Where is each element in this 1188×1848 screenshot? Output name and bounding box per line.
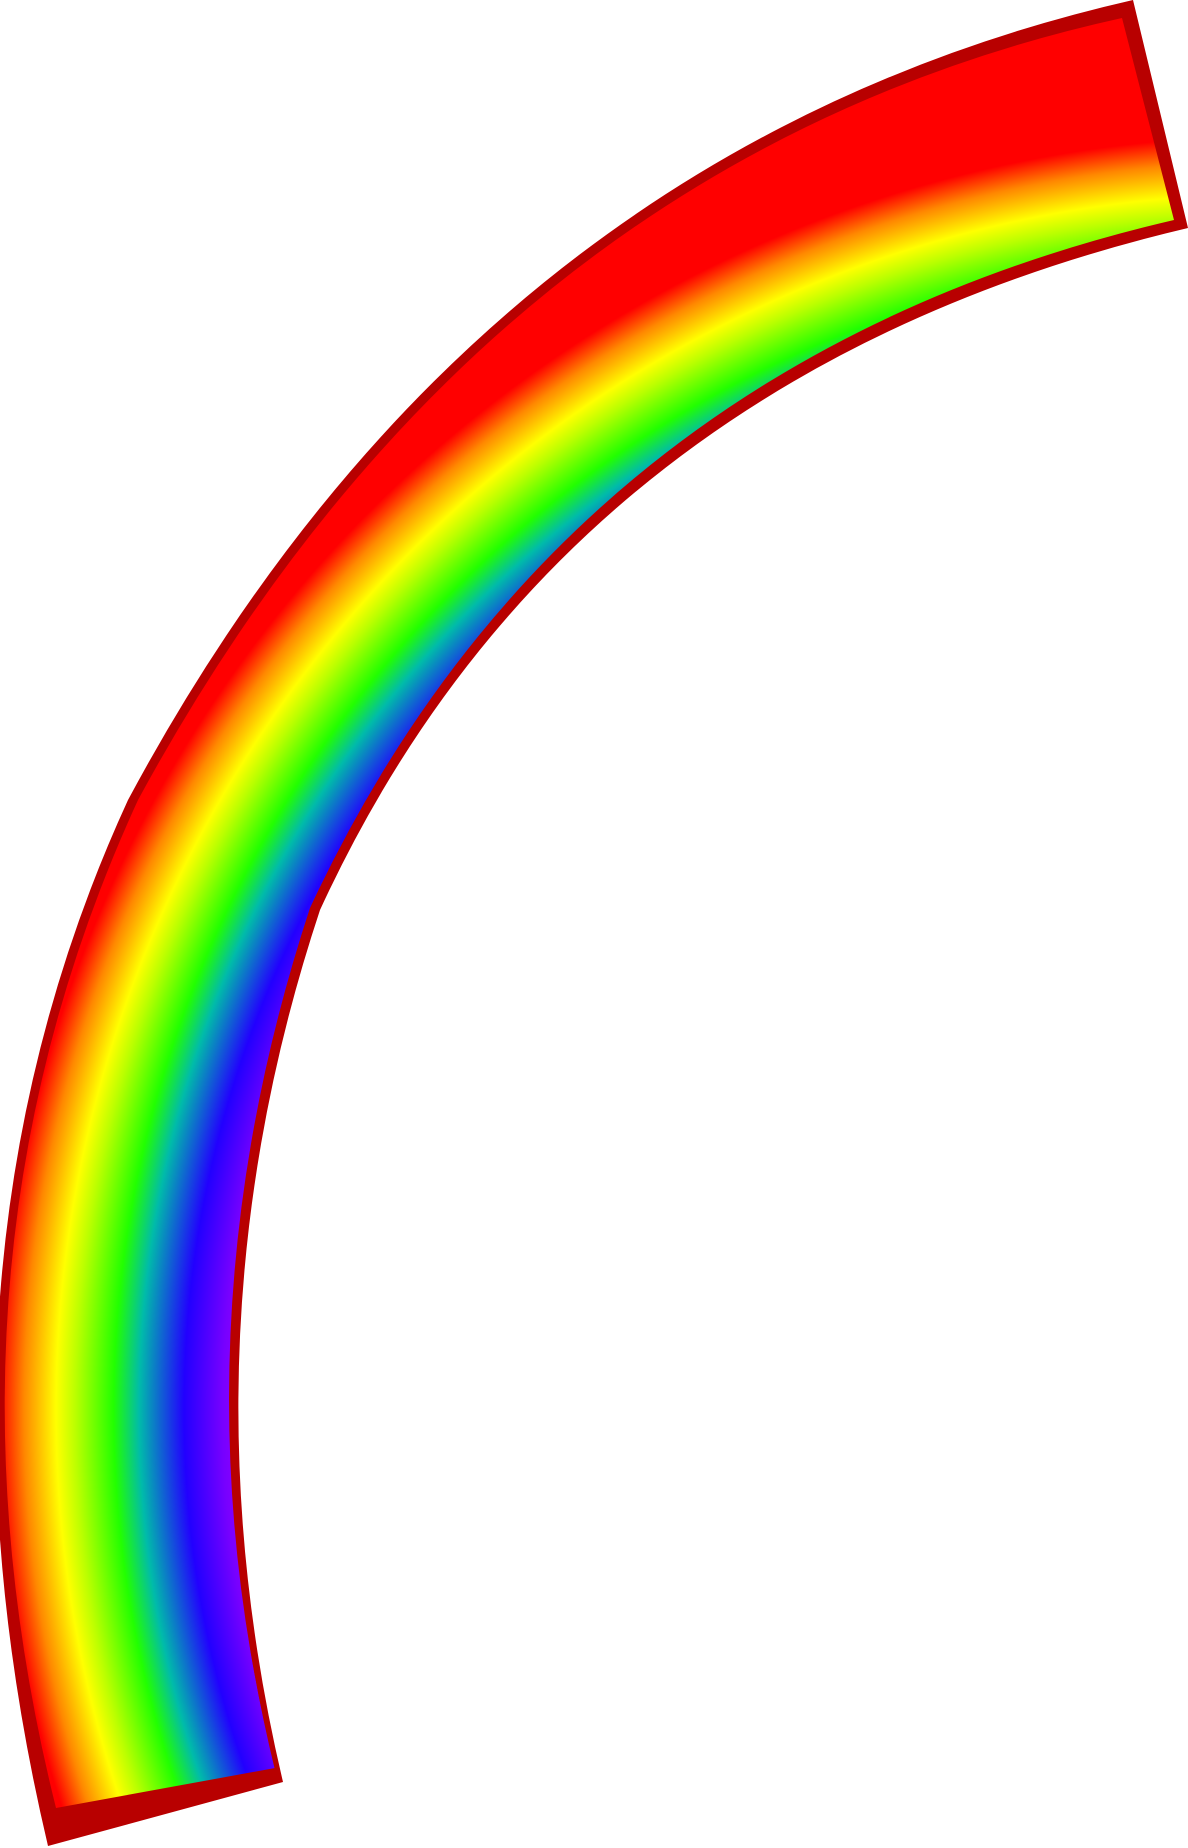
rainbow-arc: [4, 18, 1174, 1808]
rainbow-inner-edge: [230, 222, 1177, 1771]
